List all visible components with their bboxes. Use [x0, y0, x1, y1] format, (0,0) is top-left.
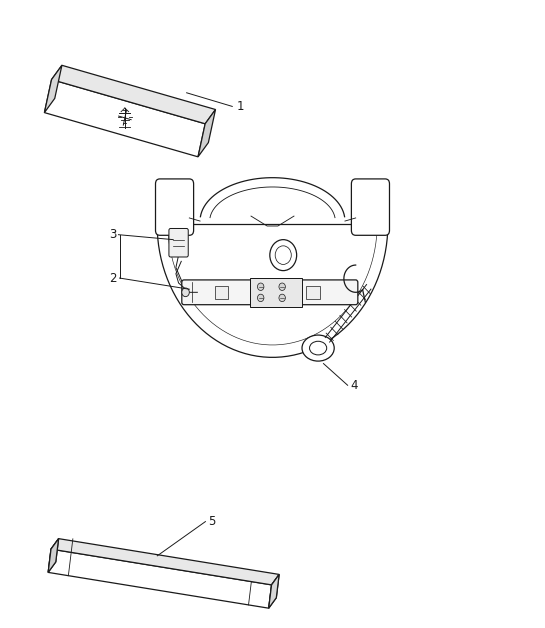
FancyBboxPatch shape: [155, 179, 193, 236]
FancyBboxPatch shape: [352, 179, 390, 236]
Polygon shape: [48, 539, 59, 572]
Ellipse shape: [310, 341, 326, 355]
Text: 3: 3: [109, 228, 116, 241]
Bar: [306, 286, 320, 298]
FancyBboxPatch shape: [169, 229, 188, 257]
Polygon shape: [269, 575, 279, 608]
Polygon shape: [44, 80, 205, 157]
Polygon shape: [48, 549, 271, 608]
Ellipse shape: [302, 335, 334, 361]
Bar: [215, 286, 228, 298]
Circle shape: [270, 240, 296, 271]
Text: 4: 4: [350, 379, 358, 392]
Text: 2: 2: [109, 271, 116, 284]
Circle shape: [279, 283, 286, 291]
Polygon shape: [48, 539, 59, 572]
Text: 5: 5: [208, 515, 215, 528]
Polygon shape: [44, 65, 62, 112]
Text: 1: 1: [237, 100, 244, 113]
Circle shape: [275, 246, 291, 264]
Circle shape: [257, 294, 264, 301]
FancyBboxPatch shape: [182, 280, 358, 305]
Circle shape: [279, 294, 286, 301]
Polygon shape: [269, 575, 279, 608]
Polygon shape: [52, 65, 215, 124]
Bar: [250, 278, 302, 306]
Polygon shape: [198, 109, 215, 157]
Circle shape: [182, 288, 189, 296]
Circle shape: [257, 283, 264, 291]
Polygon shape: [51, 539, 279, 585]
